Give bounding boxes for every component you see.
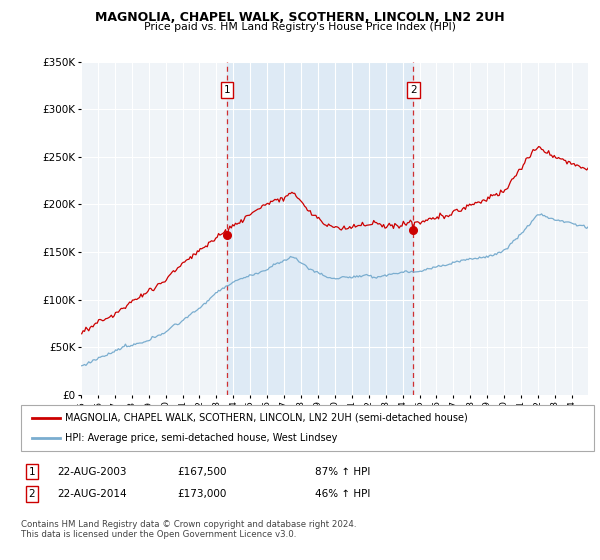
- Text: MAGNOLIA, CHAPEL WALK, SCOTHERN, LINCOLN, LN2 2UH (semi-detached house): MAGNOLIA, CHAPEL WALK, SCOTHERN, LINCOLN…: [65, 413, 467, 423]
- Text: 22-AUG-2014: 22-AUG-2014: [57, 489, 127, 499]
- Text: 1: 1: [28, 466, 35, 477]
- Text: MAGNOLIA, CHAPEL WALK, SCOTHERN, LINCOLN, LN2 2UH: MAGNOLIA, CHAPEL WALK, SCOTHERN, LINCOLN…: [95, 11, 505, 24]
- Text: 2: 2: [410, 85, 416, 95]
- Text: Price paid vs. HM Land Registry's House Price Index (HPI): Price paid vs. HM Land Registry's House …: [144, 22, 456, 32]
- Text: £173,000: £173,000: [177, 489, 226, 499]
- Text: 22-AUG-2003: 22-AUG-2003: [57, 466, 127, 477]
- Text: Contains HM Land Registry data © Crown copyright and database right 2024.
This d: Contains HM Land Registry data © Crown c…: [21, 520, 356, 539]
- Text: £167,500: £167,500: [177, 466, 227, 477]
- Text: 2: 2: [28, 489, 35, 499]
- Text: 1: 1: [224, 85, 230, 95]
- Text: 46% ↑ HPI: 46% ↑ HPI: [315, 489, 370, 499]
- Bar: [227, 62, 413, 395]
- Text: HPI: Average price, semi-detached house, West Lindsey: HPI: Average price, semi-detached house,…: [65, 433, 337, 443]
- Text: 87% ↑ HPI: 87% ↑ HPI: [315, 466, 370, 477]
